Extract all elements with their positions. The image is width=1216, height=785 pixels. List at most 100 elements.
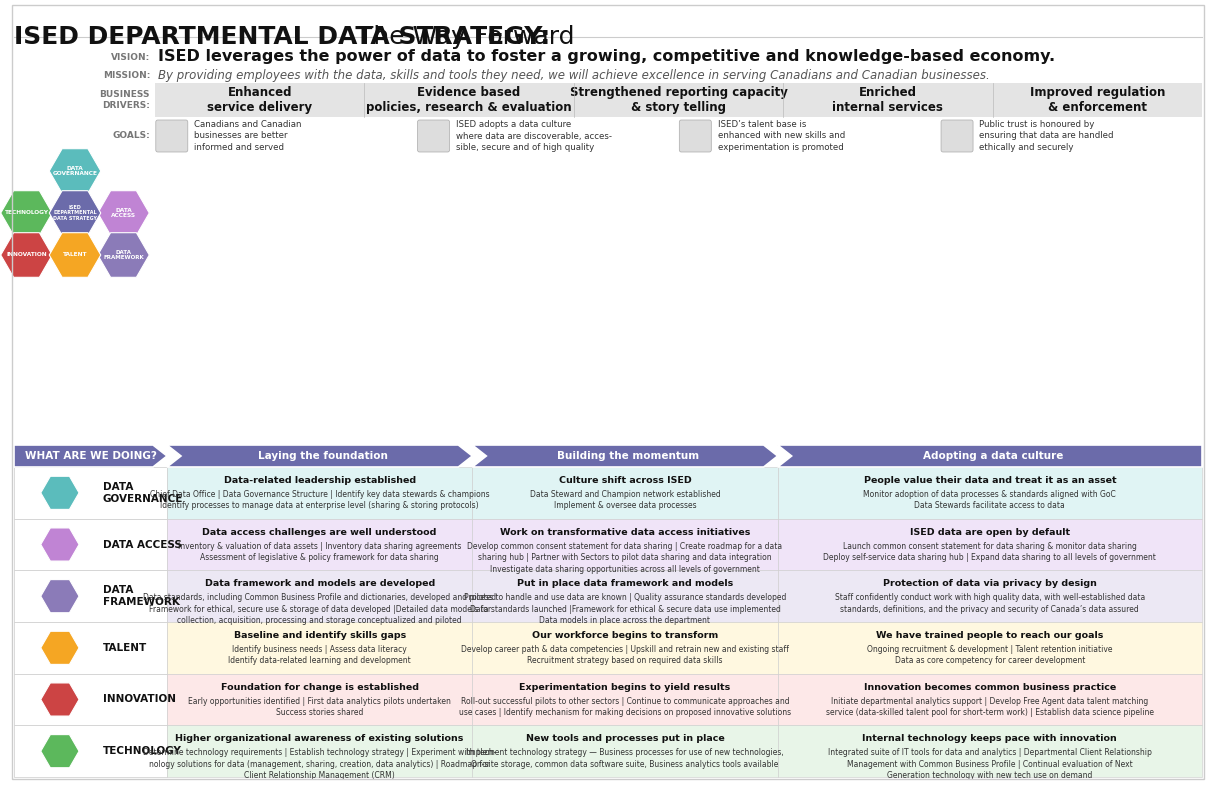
Text: INNOVATION: INNOVATION <box>102 695 176 704</box>
FancyBboxPatch shape <box>15 674 167 725</box>
Text: Our workforce begins to transform: Our workforce begins to transform <box>531 631 719 640</box>
Text: INNOVATION: INNOVATION <box>6 253 46 257</box>
Text: ISED adopts a data culture
where data are discoverable, acces-
sible, secure and: ISED adopts a data culture where data ar… <box>456 120 612 152</box>
Text: New tools and processes put in place: New tools and processes put in place <box>525 734 725 743</box>
Polygon shape <box>49 191 101 236</box>
FancyBboxPatch shape <box>778 674 1201 725</box>
Polygon shape <box>97 232 150 277</box>
FancyBboxPatch shape <box>15 622 167 674</box>
FancyBboxPatch shape <box>156 120 187 152</box>
Text: Launch common consent statement for data sharing & monitor data sharing
Deploy s: Launch common consent statement for data… <box>823 542 1156 562</box>
FancyBboxPatch shape <box>15 519 167 571</box>
Text: DATA ACCESS: DATA ACCESS <box>102 539 181 550</box>
Text: Laying the foundation: Laying the foundation <box>258 451 388 461</box>
Text: BUSINESS
DRIVERS:: BUSINESS DRIVERS: <box>100 90 150 110</box>
FancyBboxPatch shape <box>15 571 167 622</box>
Text: TALENT: TALENT <box>102 643 147 653</box>
Text: Implement technology strategy — Business processes for use of new technologies,
: Implement technology strategy — Business… <box>466 748 784 769</box>
Text: ISED leverages the power of data to foster a growing, competitive and knowledge-: ISED leverages the power of data to fost… <box>158 49 1055 64</box>
Text: Staff confidently conduct work with high quality data, with well-established dat: Staff confidently conduct work with high… <box>834 593 1145 614</box>
Polygon shape <box>472 445 778 467</box>
Text: Data framework and models are developed: Data framework and models are developed <box>204 579 435 588</box>
Text: ISED data are open by default: ISED data are open by default <box>910 528 1070 537</box>
Text: Identify business needs | Assess data literacy
Identify data-related learning an: Identify business needs | Assess data li… <box>229 645 411 666</box>
FancyBboxPatch shape <box>941 120 973 152</box>
FancyBboxPatch shape <box>167 674 472 725</box>
Text: DATA
GOVERNANCE: DATA GOVERNANCE <box>52 166 97 177</box>
Polygon shape <box>49 148 101 193</box>
Text: Process to handle and use data are known | Quality assurance standards developed: Process to handle and use data are known… <box>463 593 787 625</box>
Text: Innovation becomes common business practice: Innovation becomes common business pract… <box>863 683 1116 692</box>
Text: WHAT ARE WE DOING?: WHAT ARE WE DOING? <box>24 451 157 461</box>
FancyBboxPatch shape <box>680 120 711 152</box>
FancyBboxPatch shape <box>778 571 1201 622</box>
FancyBboxPatch shape <box>778 467 1201 519</box>
Text: DATA
FRAMEWORK: DATA FRAMEWORK <box>102 586 180 607</box>
FancyBboxPatch shape <box>167 571 472 622</box>
Text: Put in place data framework and models: Put in place data framework and models <box>517 579 733 588</box>
Text: Integrated suite of IT tools for data and analytics | Departmental Client Relati: Integrated suite of IT tools for data an… <box>828 748 1152 780</box>
Text: Develop common consent statement for data sharing | Create roadmap for a data
sh: Develop common consent statement for dat… <box>467 542 783 574</box>
Polygon shape <box>15 445 167 467</box>
Text: Data Steward and Champion network established
Implement & oversee data processes: Data Steward and Champion network establ… <box>530 490 720 510</box>
FancyBboxPatch shape <box>472 519 778 571</box>
Polygon shape <box>778 445 1201 467</box>
Text: TECHNOLOGY: TECHNOLOGY <box>102 747 181 756</box>
Polygon shape <box>1 232 52 277</box>
Text: Chief Data Office | Data Governance Structure | Identify key data stewards & cha: Chief Data Office | Data Governance Stru… <box>150 490 490 510</box>
Text: Enhanced
service delivery: Enhanced service delivery <box>207 86 313 114</box>
Polygon shape <box>41 683 79 716</box>
Text: Public trust is honoured by
ensuring that data are handled
ethically and securel: Public trust is honoured by ensuring tha… <box>979 120 1114 152</box>
Text: Data-related leadership established: Data-related leadership established <box>224 476 416 485</box>
Text: Data access challenges are well understood: Data access challenges are well understo… <box>203 528 437 537</box>
FancyBboxPatch shape <box>472 622 778 674</box>
Text: Experimentation begins to yield results: Experimentation begins to yield results <box>519 683 731 692</box>
Text: ISED
DEPARTMENTAL
DATA STRATEGY: ISED DEPARTMENTAL DATA STRATEGY <box>54 205 97 221</box>
Text: Culture shift across ISED: Culture shift across ISED <box>558 476 692 485</box>
Polygon shape <box>41 735 79 768</box>
FancyBboxPatch shape <box>154 83 1201 117</box>
Polygon shape <box>41 528 79 561</box>
Text: Data standards, including Common Business Profile and dictionaries, developed an: Data standards, including Common Busines… <box>143 593 496 625</box>
Text: Baseline and identify skills gaps: Baseline and identify skills gaps <box>233 631 406 640</box>
FancyBboxPatch shape <box>472 571 778 622</box>
FancyBboxPatch shape <box>778 622 1201 674</box>
Text: DATA
GOVERNANCE: DATA GOVERNANCE <box>102 482 184 504</box>
Text: Work on transformative data access initiatives: Work on transformative data access initi… <box>500 528 750 537</box>
Text: We have trained people to reach our goals: We have trained people to reach our goal… <box>877 631 1103 640</box>
Text: TALENT: TALENT <box>63 253 88 257</box>
Text: ISED’s talent base is
enhanced with new skills and
experimentation is promoted: ISED’s talent base is enhanced with new … <box>717 120 845 152</box>
FancyBboxPatch shape <box>15 725 167 777</box>
Polygon shape <box>41 476 79 509</box>
Text: Internal technology keeps pace with innovation: Internal technology keeps pace with inno… <box>862 734 1118 743</box>
Text: Foundation for change is established: Foundation for change is established <box>220 683 418 692</box>
Polygon shape <box>49 232 101 277</box>
Polygon shape <box>97 191 150 236</box>
Polygon shape <box>41 579 79 613</box>
Text: GOALS:: GOALS: <box>112 132 150 141</box>
Text: DATA
ACCESS: DATA ACCESS <box>111 207 136 218</box>
Text: People value their data and treat it as an asset: People value their data and treat it as … <box>863 476 1116 485</box>
Text: DATA
FRAMEWORK: DATA FRAMEWORK <box>103 250 143 261</box>
Text: Initiate departmental analytics support | Develop Free Agent data talent matchin: Initiate departmental analytics support … <box>826 696 1154 717</box>
FancyBboxPatch shape <box>472 674 778 725</box>
FancyBboxPatch shape <box>167 467 472 519</box>
Text: Monitor adoption of data processes & standards aligned with GoC
Data Stewards fa: Monitor adoption of data processes & sta… <box>863 490 1116 510</box>
Text: Protection of data via privacy by design: Protection of data via privacy by design <box>883 579 1097 588</box>
Text: MISSION:: MISSION: <box>102 71 150 79</box>
Text: Determine technology requirements | Establish technology strategy | Experiment w: Determine technology requirements | Esta… <box>143 748 496 780</box>
Text: Roll-out successful pilots to other sectors | Continue to communicate approaches: Roll-out successful pilots to other sect… <box>458 696 792 717</box>
Text: Building the momentum: Building the momentum <box>557 451 699 461</box>
FancyBboxPatch shape <box>778 725 1201 777</box>
Text: TECHNOLOGY: TECHNOLOGY <box>5 210 49 216</box>
Text: Adopting a data culture: Adopting a data culture <box>923 451 1064 461</box>
Text: VISION:: VISION: <box>111 53 150 61</box>
Text: Early opportunities identified | First data analytics pilots undertaken
Success : Early opportunities identified | First d… <box>188 696 451 717</box>
Text: By providing employees with the data, skills and tools they need, we will achiev: By providing employees with the data, sk… <box>158 68 990 82</box>
FancyBboxPatch shape <box>167 622 472 674</box>
Text: Develop career path & data competencies | Upskill and retrain new and existing s: Develop career path & data competencies … <box>461 645 789 666</box>
Text: Strengthened reporting capacity
& story telling: Strengthened reporting capacity & story … <box>569 86 788 114</box>
FancyBboxPatch shape <box>417 120 450 152</box>
Polygon shape <box>1 191 52 236</box>
Text: Ongoing recruitment & development | Talent retention initiative
Data as core com: Ongoing recruitment & development | Tale… <box>867 645 1113 666</box>
